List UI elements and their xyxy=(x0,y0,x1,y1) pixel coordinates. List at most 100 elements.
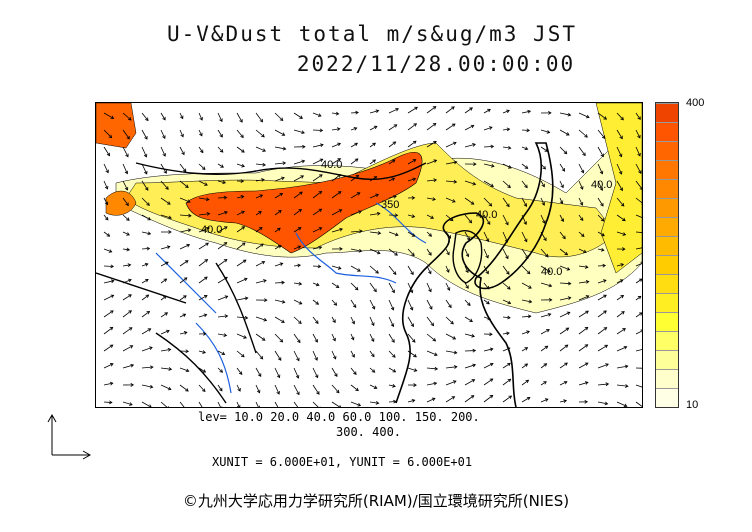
wind-vector xyxy=(445,180,457,183)
wind-vector-head xyxy=(622,232,627,236)
wind-vector xyxy=(445,380,457,386)
wind-vector-head xyxy=(467,302,471,306)
wind-vector xyxy=(103,163,109,173)
wind-vector xyxy=(255,384,260,393)
wind-vector-head xyxy=(564,344,569,349)
wind-vector xyxy=(369,159,376,165)
wind-vector xyxy=(540,345,548,352)
wind-vector-head xyxy=(413,368,418,372)
wind-vector-head xyxy=(297,245,302,249)
wind-vector-head xyxy=(258,226,263,231)
wind-vector-head xyxy=(566,267,571,271)
wind-vector xyxy=(635,296,642,301)
wind-vector xyxy=(293,112,303,119)
wind-vector-head xyxy=(411,339,416,343)
wind-vector xyxy=(369,126,378,131)
wind-vector xyxy=(559,282,571,285)
wind-vector-head xyxy=(526,128,531,133)
wind-vector xyxy=(483,316,491,320)
wind-vector-head xyxy=(449,217,454,222)
wind-vector-head xyxy=(473,162,477,167)
wind-vector xyxy=(122,231,130,236)
wind-vector-head xyxy=(625,384,629,388)
wind-vector xyxy=(635,384,642,388)
wind-vector-head xyxy=(471,334,476,338)
wind-vector-head xyxy=(147,216,152,221)
wind-vector xyxy=(616,346,627,352)
wind-vector-head xyxy=(295,375,300,379)
wind-vector xyxy=(217,146,224,153)
wind-vector xyxy=(236,297,248,301)
wind-vector-head xyxy=(146,202,150,206)
wind-vector-head xyxy=(433,352,438,357)
wind-vector xyxy=(160,261,169,267)
wind-vector xyxy=(141,328,151,335)
wind-vector-head xyxy=(163,278,168,282)
wind-vector-head xyxy=(300,175,305,179)
wind-vector xyxy=(255,194,263,199)
wind-vector-head xyxy=(485,254,489,259)
wind-vector-head xyxy=(167,201,171,205)
wind-vector-head xyxy=(452,141,457,146)
wind-vector xyxy=(122,180,128,191)
wind-vector xyxy=(597,180,603,191)
wind-vector xyxy=(559,344,569,352)
wind-vector xyxy=(502,378,511,386)
wind-vector xyxy=(103,180,108,190)
wind-vector-head xyxy=(180,133,184,138)
wind-vector-head xyxy=(339,405,342,407)
wind-vector xyxy=(236,316,248,319)
wind-vector-head xyxy=(505,221,509,226)
wind-vector xyxy=(464,143,476,148)
wind-vector-head xyxy=(619,187,623,192)
wind-vector-head xyxy=(219,133,223,138)
wind-vector-head xyxy=(390,323,395,328)
wind-vector xyxy=(635,401,642,407)
wind-vector-head xyxy=(203,295,208,299)
wind-vector xyxy=(483,126,493,131)
wind-vector-head xyxy=(106,152,111,157)
wind-vector xyxy=(445,350,457,354)
wind-vector xyxy=(198,180,208,186)
wind-vector xyxy=(521,315,531,318)
wind-vector-head xyxy=(599,170,604,175)
wind-vector-head xyxy=(282,161,287,166)
wind-vector xyxy=(274,282,285,284)
wind-vector-head xyxy=(563,399,568,403)
wind-vector xyxy=(198,213,210,216)
wind-vector xyxy=(464,197,475,205)
wind-vector-head xyxy=(314,339,318,343)
wind-vector-head xyxy=(358,248,363,253)
wind-vector-head xyxy=(126,232,130,236)
wind-vector xyxy=(388,159,396,165)
map-timestamp: 2022/11/28.00:00:00 xyxy=(296,52,576,76)
wind-vector xyxy=(217,401,221,407)
wind-vector xyxy=(122,197,129,206)
wind-vector-head xyxy=(256,405,260,407)
wind-vector xyxy=(274,112,284,121)
wind-vector xyxy=(236,163,245,167)
wind-vector xyxy=(350,316,355,324)
wind-vector-head xyxy=(394,232,399,237)
wind-vector-head xyxy=(125,153,129,158)
wind-vector-head xyxy=(332,337,336,342)
dust-area-heavy xyxy=(185,151,423,254)
wind-vector xyxy=(141,279,149,284)
wind-vector xyxy=(103,363,114,369)
wind-vector xyxy=(540,363,547,369)
wind-vector-head xyxy=(622,247,626,251)
wind-vector-head xyxy=(622,328,626,332)
wind-vector-head xyxy=(105,169,109,174)
wind-vector xyxy=(179,244,190,250)
wind-vector-head xyxy=(371,305,376,310)
wind-vector-head xyxy=(125,202,129,207)
wind-vector-head xyxy=(183,277,188,281)
wind-vector xyxy=(464,395,475,403)
wind-vector xyxy=(198,276,208,284)
wind-vector-head xyxy=(547,312,552,317)
wind-vector-head xyxy=(354,286,359,291)
wind-vector-head xyxy=(128,327,133,331)
wind-vector xyxy=(559,112,571,116)
wind-vector-head xyxy=(465,253,470,258)
wind-vector-head xyxy=(507,286,511,290)
